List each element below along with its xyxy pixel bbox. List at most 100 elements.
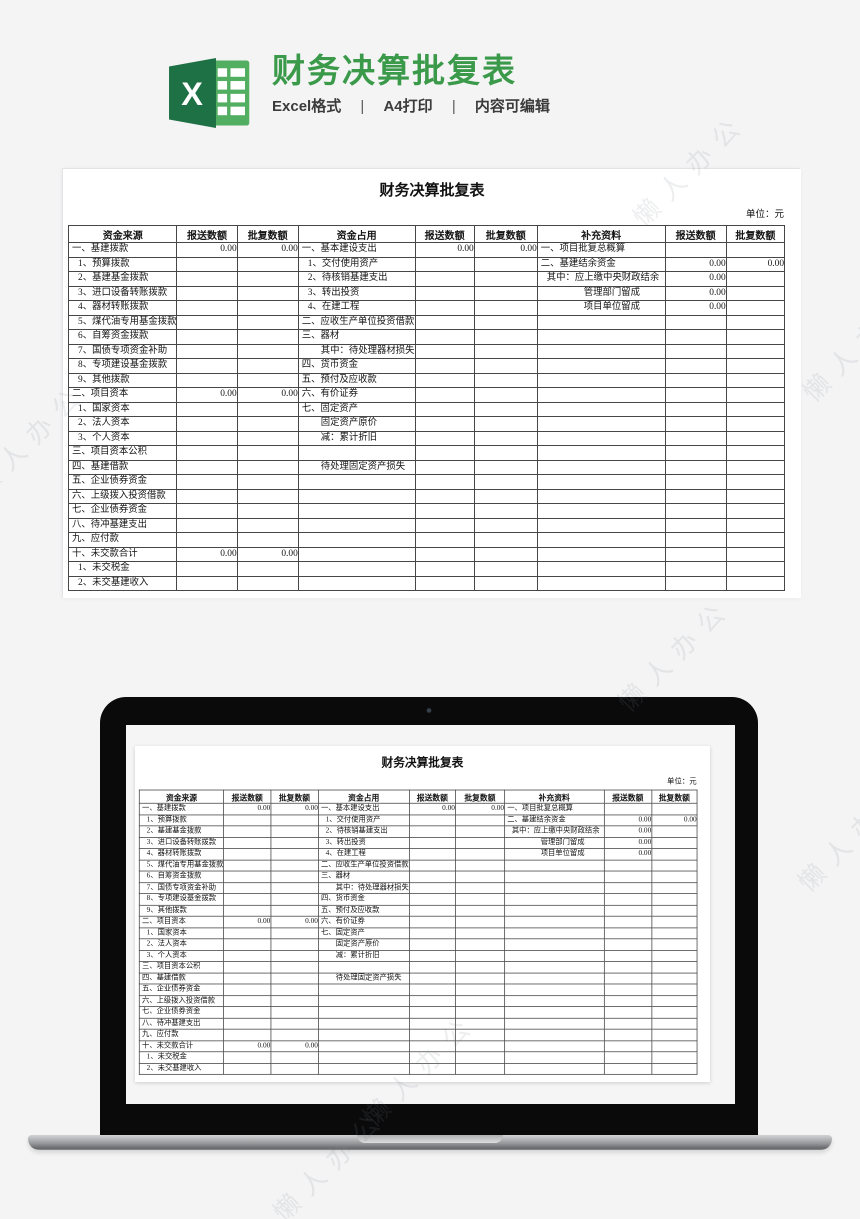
amount-cell: [454, 915, 505, 928]
amount-cell: [725, 459, 786, 475]
label-cell: 6、自筹资金拨款: [67, 329, 178, 345]
amount-cell: [408, 1028, 456, 1041]
amount-cell: [270, 825, 319, 838]
amount-cell: [454, 938, 505, 951]
label-cell: 8、专项建设基金拨款: [138, 893, 225, 906]
amount-cell: [664, 314, 727, 330]
amount-cell: 0.00: [664, 285, 727, 301]
amount-cell: [223, 893, 272, 906]
amount-cell: [664, 387, 727, 403]
label-cell: 固定资产原价: [297, 416, 416, 432]
label-cell: [536, 372, 666, 388]
amount-cell: [651, 927, 698, 940]
amount-cell: [454, 904, 505, 917]
amount-cell: [651, 1006, 698, 1019]
label-cell: [536, 459, 666, 475]
amount-cell: 0.00: [223, 1040, 272, 1053]
amount-cell: [236, 532, 299, 548]
amount-cell: [454, 836, 505, 849]
amount-cell: [651, 1017, 698, 1030]
table-row: 5、煤代油专用基金拨款 二、应收生产单位投资借款: [138, 859, 698, 872]
amount-cell: [223, 870, 272, 883]
amount-cell: 0.00: [176, 546, 238, 562]
amount-cell: [473, 372, 538, 388]
amount-cell: [408, 859, 456, 872]
label-cell: 3、转出投资: [317, 836, 410, 849]
amount-cell: [414, 401, 475, 417]
amount-cell: [176, 430, 238, 446]
label-cell: 其中：待处理器材损失: [297, 343, 416, 359]
table-row: 五、企业债券资金: [138, 983, 698, 996]
amount-cell: [414, 372, 475, 388]
amount-cell: [223, 848, 272, 861]
label-cell: 一、基本建设支出: [297, 242, 416, 258]
amount-cell: [725, 372, 786, 388]
table-row: 八、待冲基建支出: [67, 517, 786, 533]
amount-cell: [664, 532, 727, 548]
label-cell: 三、器材: [317, 870, 410, 883]
label-cell: 五、企业债券资金: [138, 983, 225, 996]
column-header: 报送数额: [603, 789, 653, 804]
amount-cell: [725, 314, 786, 330]
table-row: 七、企业债券资金: [67, 503, 786, 519]
amount-cell: [236, 401, 299, 417]
format-label: Excel格式: [272, 98, 342, 115]
label-cell: [536, 575, 666, 591]
amount-cell: [651, 949, 698, 962]
approval-table: 资金来源 报送数额 批复数额 资金占用 报送数额 批复数额 补充资料 报送数额 批复数额 一、基建…: [67, 225, 786, 591]
label-cell: 3、进口设备转账拨款: [67, 285, 178, 301]
amount-cell: [603, 904, 653, 917]
amount-cell: [408, 825, 456, 838]
amount-cell: 0.00: [603, 814, 653, 827]
amount-cell: [651, 994, 698, 1007]
label-cell: 固定资产原价: [317, 938, 410, 951]
label-cell: 1、国家资本: [138, 927, 225, 940]
amount-cell: [408, 870, 456, 883]
label-cell: 五、预付及应收款: [297, 372, 416, 388]
amount-cell: [725, 285, 786, 301]
amount-cell: [176, 314, 238, 330]
amount-cell: [236, 517, 299, 533]
amount-cell: [223, 1017, 272, 1030]
label-cell: [504, 994, 605, 1007]
amount-cell: 0.00: [651, 814, 698, 827]
amount-cell: [725, 401, 786, 417]
table-row: 六、上级拨入投资借款: [67, 488, 786, 504]
laptop-sheet-page: 财务决算批复表 单位：元 资金来源 报送数额 批复数额 资金占用 报送数额 批复数额 补充资料报…: [135, 746, 710, 1082]
label-cell: 5、煤代油专用基金拨款: [67, 314, 178, 330]
amount-cell: [473, 474, 538, 490]
amount-cell: [473, 488, 538, 504]
table-row: 1、未交税金: [138, 1051, 698, 1064]
amount-cell: [454, 1062, 505, 1075]
amount-cell: [236, 561, 299, 577]
amount-cell: [223, 938, 272, 951]
amount-cell: [603, 938, 653, 951]
table-header-row: 资金来源 报送数额 批复数额 资金占用 报送数额 批复数额 补充资料 报送数额 批复数额: [67, 225, 786, 243]
label-cell: 3、个人资本: [67, 430, 178, 446]
column-header: 批复数额: [236, 225, 299, 243]
amount-cell: [651, 836, 698, 849]
label-cell: 其中：应上缴中央财政结余: [536, 271, 666, 287]
amount-cell: [454, 1006, 505, 1019]
amount-cell: [473, 430, 538, 446]
amount-cell: [408, 836, 456, 849]
amount-cell: [270, 983, 319, 996]
amount-cell: [473, 445, 538, 461]
amount-cell: [270, 836, 319, 849]
amount-cell: [664, 546, 727, 562]
amount-cell: [270, 1062, 319, 1075]
amount-cell: [664, 561, 727, 577]
amount-cell: [408, 1062, 456, 1075]
amount-cell: [473, 459, 538, 475]
label-cell: 待处理固定资产损失: [297, 459, 416, 475]
label-cell: [504, 859, 605, 872]
label-cell: [504, 915, 605, 928]
amount-cell: [270, 961, 319, 974]
amount-cell: [664, 445, 727, 461]
column-header: 资金占用: [317, 789, 410, 804]
amount-cell: [473, 546, 538, 562]
print-label: A4打印: [383, 98, 433, 115]
label-cell: 三、器材: [297, 329, 416, 345]
label-cell: [317, 1051, 410, 1064]
label-cell: [536, 343, 666, 359]
